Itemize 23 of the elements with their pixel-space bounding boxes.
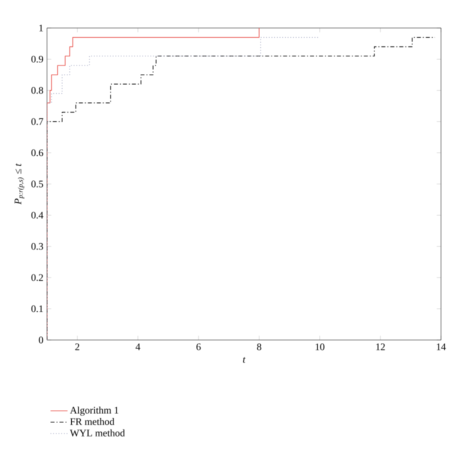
y-tick-label: 0.1 <box>31 305 43 312</box>
y-tick-label: 0.6 <box>31 149 44 156</box>
y-tick-label: 0 <box>38 336 44 344</box>
legend-label: FR method <box>70 418 114 425</box>
x-tick-label: 4 <box>136 344 140 350</box>
x-axis-title: t <box>243 357 246 363</box>
y-tick-label: 0.8 <box>31 87 44 94</box>
x-tick-label: 6 <box>196 344 201 350</box>
y-tick-label: 0.4 <box>31 212 44 219</box>
y-tick-label: 0.9 <box>31 56 44 63</box>
x-tick-label: 12 <box>376 344 385 350</box>
y-tick-label: 0.3 <box>31 243 44 250</box>
x-tick-label: 2 <box>75 344 80 350</box>
y-tick-label: 1 <box>39 24 43 32</box>
x-tick-label: 14 <box>436 344 446 350</box>
y-axis-title: P$_{p:r(p,s)}$ ≤ t <box>14 163 24 205</box>
y-tick-label: 0.2 <box>31 274 43 281</box>
y-tick-label: 0.7 <box>31 118 44 125</box>
legend-label: Algorithm 1 <box>70 406 118 416</box>
y-tick-label: 0.5 <box>31 180 44 188</box>
x-tick-label: 8 <box>257 344 262 350</box>
x-tick-label: 10 <box>316 344 324 350</box>
legend-label: WYL method <box>70 429 125 436</box>
